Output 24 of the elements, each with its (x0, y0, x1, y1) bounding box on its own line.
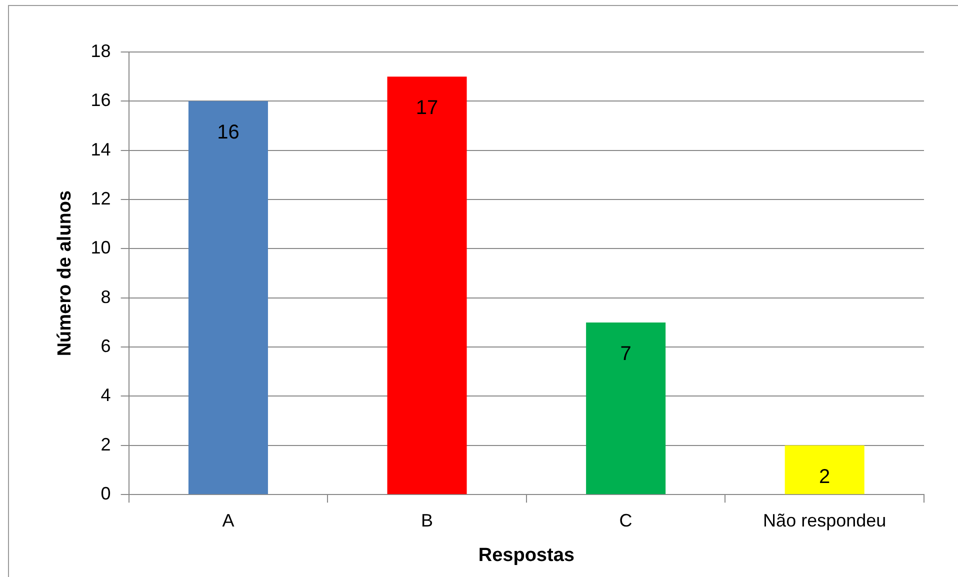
y-tick-label: 0 (100, 484, 111, 504)
bar (784, 445, 864, 494)
bar (387, 76, 467, 494)
x-tick-label: Não respondeu (763, 510, 886, 530)
y-tick-label: 10 (90, 238, 111, 258)
x-tick-label: C (619, 510, 632, 530)
y-tick-label: 6 (100, 336, 111, 356)
bar (188, 101, 268, 494)
y-tick-label: 2 (100, 434, 111, 454)
y-axis-title: Número de alunos (54, 190, 76, 356)
x-tick-label: B (421, 510, 434, 530)
y-tick-label: 4 (100, 385, 111, 406)
y-tick-label: 12 (90, 188, 111, 208)
data-label: 2 (819, 466, 830, 488)
y-tick-label: 16 (90, 90, 111, 110)
bar (586, 322, 666, 494)
x-tick-label: A (222, 510, 234, 530)
data-label: 17 (416, 97, 438, 120)
y-tick-label: 18 (90, 40, 111, 61)
y-tick-label: 14 (90, 139, 111, 160)
data-label: 16 (217, 122, 240, 144)
data-label: 7 (620, 342, 632, 365)
x-axis-title: Respostas (478, 544, 574, 566)
y-tick-label: 8 (100, 286, 111, 307)
